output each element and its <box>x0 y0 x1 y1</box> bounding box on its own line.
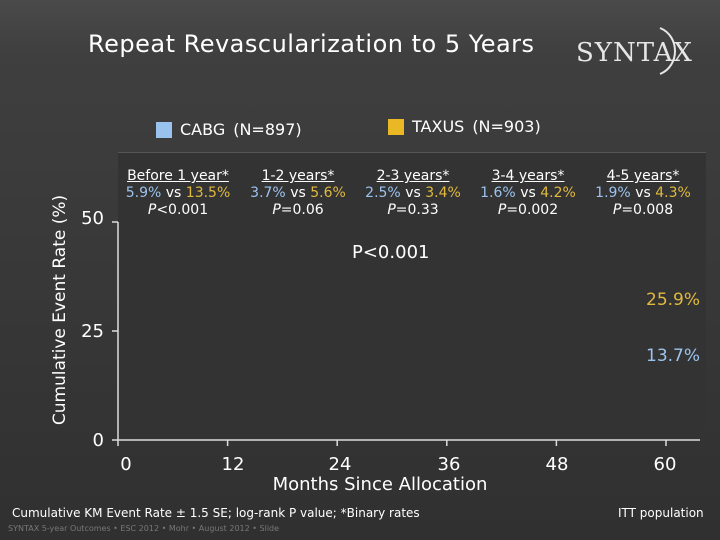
period-p-value: <0.001 <box>156 202 209 218</box>
period-label: 1-2 years* <box>261 168 335 184</box>
legend-item-cabg: CABG (N=897) <box>156 120 302 139</box>
logo-arc-icon <box>659 27 676 75</box>
legend-label-taxus: TAXUS <box>412 117 465 136</box>
x-tick-label-48: 48 <box>545 454 569 475</box>
period-cabg-rate: 1.6% <box>480 185 516 201</box>
period-vs: vs <box>165 185 182 201</box>
y-tick-label-50: 50 <box>81 208 104 229</box>
period-p-prefix: P <box>497 202 507 218</box>
period-label: 4-5 years* <box>606 168 680 184</box>
period-cabg-rate: 3.7% <box>250 185 286 201</box>
legend-label-cabg: CABG <box>180 120 226 139</box>
period-taxus-rate: 4.3% <box>655 185 691 201</box>
legend-n-cabg: (N=897) <box>233 120 302 139</box>
x-tick-label-0: 0 <box>120 454 132 475</box>
period-taxus-rate: 4.2% <box>540 185 576 201</box>
period-vs: vs <box>635 185 651 201</box>
period-annotation-4-5-years: 4-5 years* 1.9% vs 4.3% P=0.008 <box>595 168 691 219</box>
period-vs: vs <box>520 185 536 201</box>
x-tick-label-60: 60 <box>653 454 677 475</box>
period-annotation-2-3-years: 2-3 years* 2.5% vs 3.4% P=0.33 <box>365 168 461 219</box>
period-label: 2-3 years* <box>376 168 450 184</box>
slide-credits: SYNTAX 5-year Outcomes • ESC 2012 • Mohr… <box>8 524 280 533</box>
period-taxus-rate: 5.6% <box>310 185 346 201</box>
x-axis-label: Months Since Allocation <box>272 474 488 495</box>
period-p-value: =0.06 <box>280 202 324 218</box>
period-taxus-rate: 3.4% <box>425 185 461 201</box>
period-cabg-rate: 2.5% <box>365 185 401 201</box>
period-vs: vs <box>405 185 421 201</box>
period-p-prefix: P <box>147 202 157 218</box>
period-vs: vs <box>290 185 306 201</box>
period-annotation-1-2-years: 1-2 years* 3.7% vs 5.6% P=0.06 <box>250 168 346 219</box>
period-p-prefix: P <box>272 202 281 218</box>
overall-p-value: P<0.001 <box>352 242 430 263</box>
y-tick-label-25: 25 <box>81 321 104 342</box>
period-p-prefix: P <box>387 202 396 218</box>
x-tick-label-12: 12 <box>221 454 245 475</box>
period-annotation-before-1-year: Before 1 year* 5.9% vs 13.5% P<0.001 <box>126 168 231 219</box>
period-cabg-rate: 1.9% <box>595 185 631 201</box>
period-p-value: =0.33 <box>395 202 439 218</box>
x-tick-label-24: 24 <box>328 454 352 475</box>
period-label: 3-4 years* <box>491 168 565 184</box>
legend-swatch-cabg <box>156 121 172 138</box>
syntax-logo: SYNTAX <box>570 26 692 78</box>
period-p-value: =0.008 <box>621 202 674 218</box>
y-tick-label-0: 0 <box>92 430 104 451</box>
period-p-prefix: P <box>612 202 622 218</box>
plot-area <box>118 152 706 440</box>
population-note: ITT population <box>618 506 704 520</box>
cabg-end-label: 13.7% <box>646 346 701 366</box>
period-label: Before 1 year* <box>127 168 229 184</box>
slide-title: Repeat Revascularization to 5 Years <box>88 30 535 58</box>
period-cabg-rate: 5.9% <box>125 185 162 201</box>
legend-n-taxus: (N=903) <box>472 117 541 136</box>
period-p-value: =0.002 <box>506 202 559 218</box>
legend-item-taxus: TAXUS (N=903) <box>388 117 541 136</box>
x-tick-label-36: 36 <box>437 454 461 475</box>
period-annotation-3-4-years: 3-4 years* 1.6% vs 4.2% P=0.002 <box>480 168 576 219</box>
legend-swatch-taxus <box>388 118 404 135</box>
footnote: Cumulative KM Event Rate ± 1.5 SE; log-r… <box>12 506 420 520</box>
taxus-end-label: 25.9% <box>646 290 701 310</box>
period-taxus-rate: 13.5% <box>185 185 231 201</box>
